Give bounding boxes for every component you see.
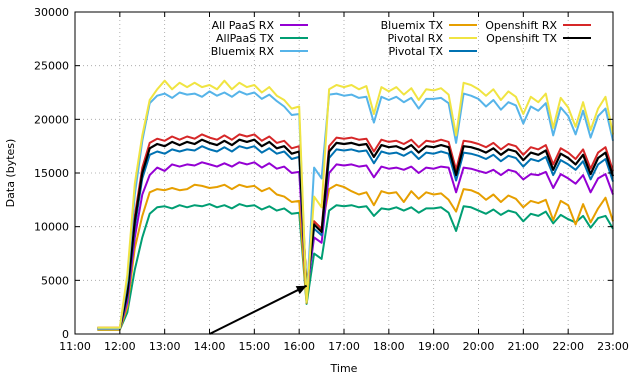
y-tick-label: 0 [62,328,69,341]
annotation-arrow-head [295,285,307,295]
series-line-pivotal-tx [97,145,614,330]
y-tick-label: 30000 [34,6,69,19]
legend-label-pivotal-rx: Pivotal RX [388,32,444,45]
series-line-pivotal-rx [97,79,614,329]
annotation-arrow [209,284,308,335]
y-tick-label: 20000 [34,113,69,126]
series-line-bluemix-tx [97,183,614,331]
x-tick-label: 14:00 [194,340,226,353]
x-tick-labels: 11:00 12:00 13:00 14:00 15:00 16:00 17:00 18:00… [59,340,629,353]
y-tick-labels: 0 5000 10000 15000 20000 25000 30000 [34,6,69,341]
x-tick-label: 12:00 [104,340,136,353]
x-tick-label: 13:00 [149,340,181,353]
series-line-all-paas-rx [97,161,614,330]
x-tick-label: 19:00 [418,340,450,353]
x-tick-label: 20:00 [463,340,495,353]
x-tick-label: 11:00 [59,340,91,353]
x-tick-label: 22:00 [552,340,584,353]
x-tick-label: 18:00 [373,340,405,353]
y-tick-label: 5000 [41,274,69,287]
y-tick-label: 10000 [34,221,69,234]
series-line-bluemix-rx [97,90,614,330]
legend-label-all-paas-rx: All PaaS RX [212,19,275,32]
series-line-openshift-tx [97,138,615,330]
annotation-arrow-shaft [209,284,308,335]
series-line-allpaas-tx [97,203,614,331]
legend-label-openshift-tx: Openshift TX [486,32,557,45]
x-tick-label: 17:00 [328,340,360,353]
series-line-openshift-rx [97,133,614,329]
y-tick-label: 15000 [34,167,69,180]
y-axis-title: Data (bytes) [4,139,17,208]
x-tick-label: 15:00 [238,340,270,353]
legend-label-pivotal-tx: Pivotal TX [388,45,443,58]
x-tick-label: 16:00 [283,340,315,353]
tick-marks [74,11,614,335]
legend-label-bluemix-rx: Bluemix RX [211,45,275,58]
grid [75,12,613,334]
legend-label-bluemix-tx: Bluemix TX [381,19,444,32]
series-lines [97,79,615,331]
x-axis-title: Time [330,362,358,375]
y-tick-label: 25000 [34,60,69,73]
legend-label-openshift-rx: Openshift RX [485,19,557,32]
legend-label-allpaas-tx: AllPaaS TX [216,32,274,45]
x-tick-label: 21:00 [507,340,539,353]
x-tick-label: 23:00 [597,340,629,353]
